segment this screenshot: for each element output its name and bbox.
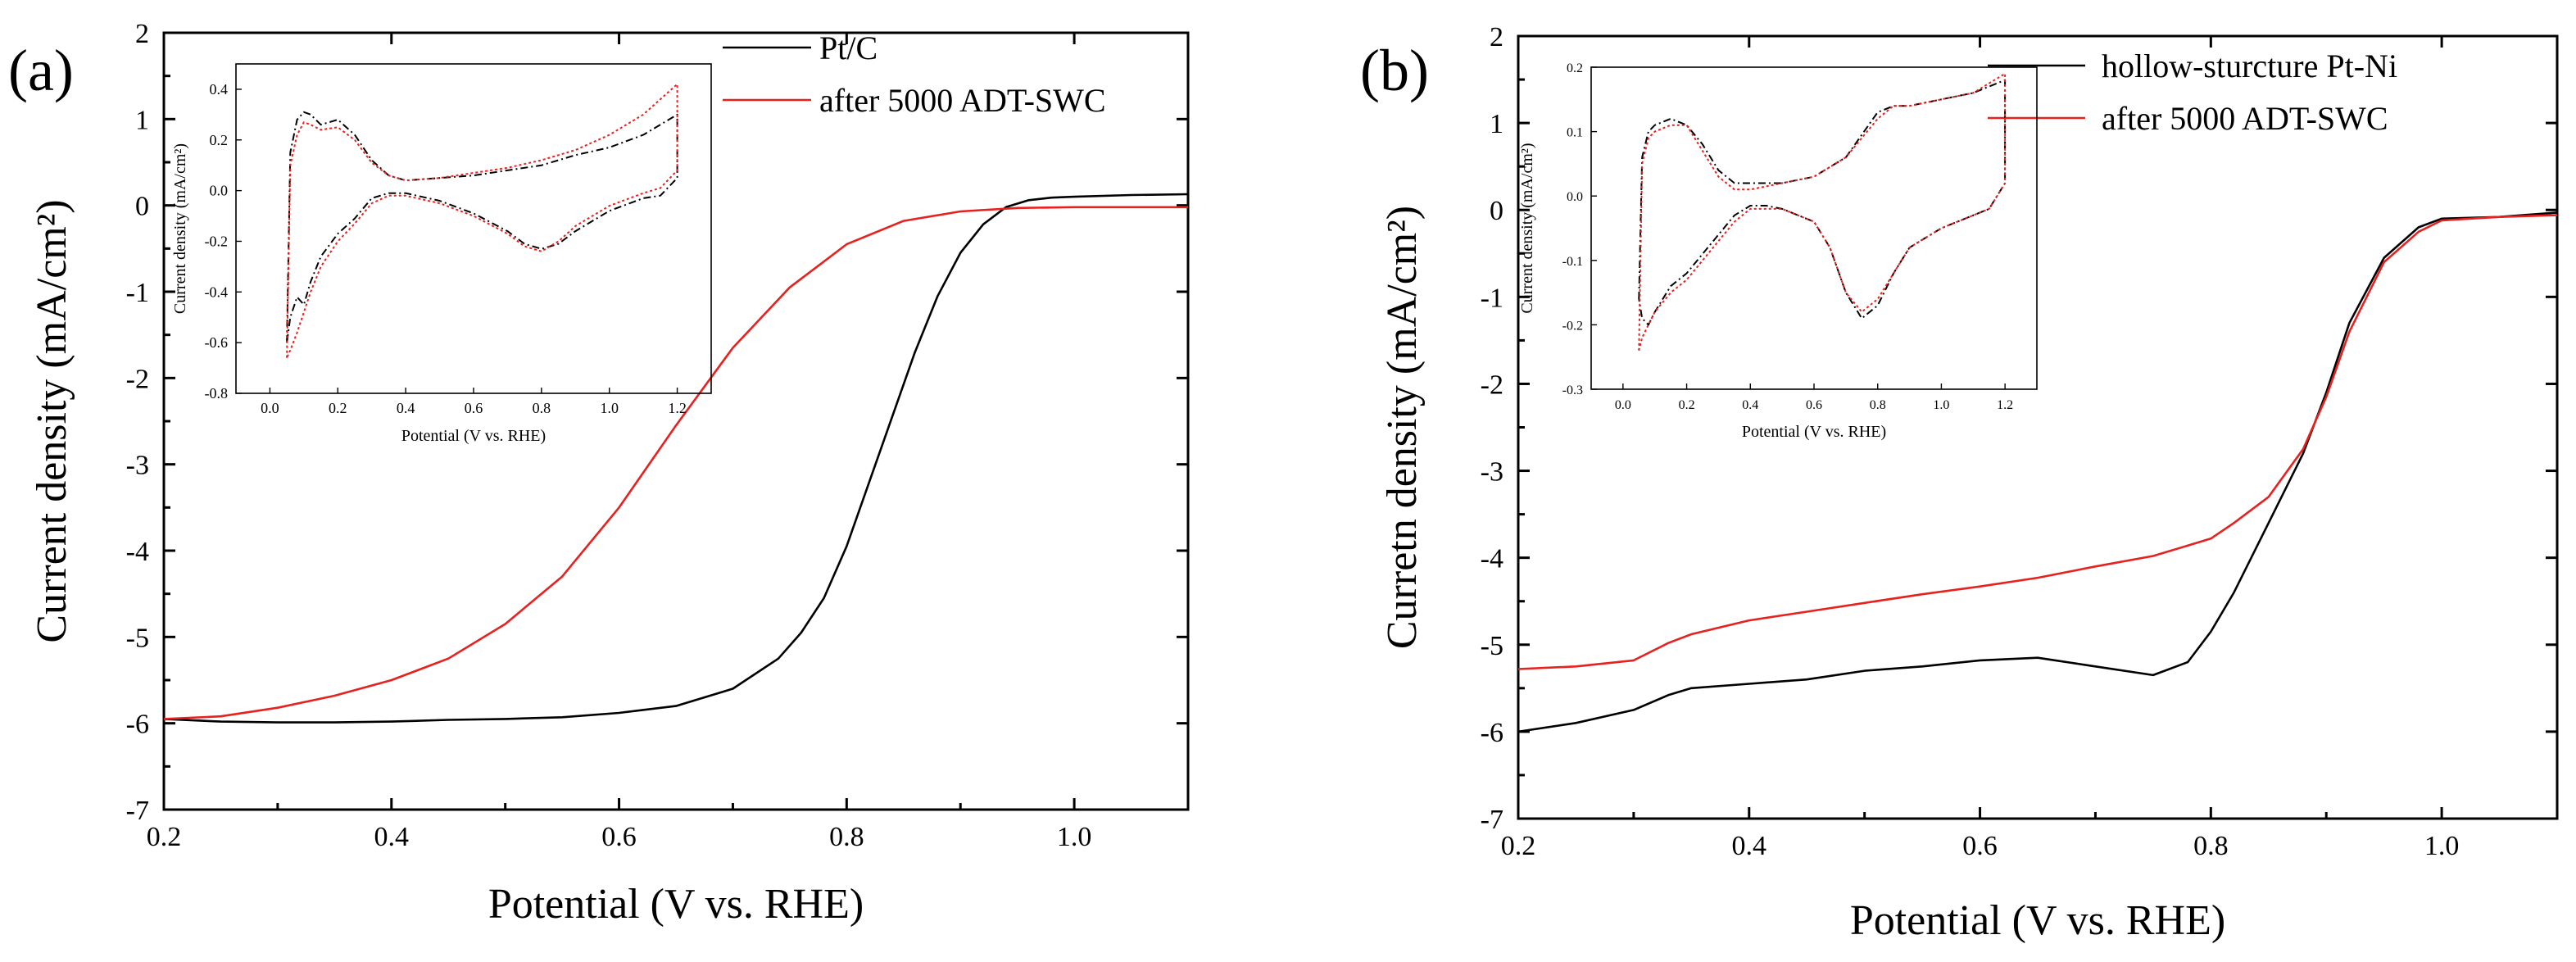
y-tick-label: 1 bbox=[135, 105, 149, 135]
inset-y-tick-label: -0.4 bbox=[205, 284, 229, 300]
x-tick-label: 0.2 bbox=[147, 822, 182, 852]
inset-y-tick-label: -0.6 bbox=[205, 334, 229, 351]
legend: Pt/C after 5000 ADT-SWC bbox=[723, 29, 1106, 119]
inset-y-tick-label: -0.1 bbox=[1562, 255, 1583, 269]
x-tick-label: 0.6 bbox=[601, 822, 637, 852]
inset-x-tick-label: 1.0 bbox=[1933, 398, 1949, 412]
y-tick-label: -7 bbox=[126, 796, 149, 826]
inset-y-axis-label: Current density (mA/cm²) bbox=[1518, 143, 1536, 313]
plot-frame bbox=[1517, 34, 2559, 820]
inset-x-tick-label: 0.6 bbox=[1806, 398, 1822, 412]
y-tick-label: -1 bbox=[126, 278, 149, 308]
panel-label: (b) bbox=[1360, 38, 1429, 103]
legend: hollow-sturcture Pt-Ni after 5000 ADT-SWC bbox=[1988, 48, 2397, 137]
y-axis-label: Current density (mA/cm²) bbox=[29, 199, 75, 642]
x-axis-label: Potential (V vs. RHE) bbox=[1850, 897, 2225, 944]
legend-label: after 5000 ADT-SWC bbox=[819, 82, 1106, 119]
series-line-black bbox=[163, 193, 1189, 724]
inset-y-tick-label: 0.0 bbox=[210, 183, 229, 199]
inset-y-axis-label: Current density (mA/cm²) bbox=[171, 143, 189, 314]
inset-x-tick-label: 0.2 bbox=[1679, 398, 1695, 412]
x-tick-label: 0.2 bbox=[1501, 831, 1536, 861]
legend-label: Pt/C bbox=[819, 29, 878, 66]
y-tick-label: 1 bbox=[1490, 109, 1503, 139]
series-line-red bbox=[163, 206, 1188, 720]
inset-x-tick-label: 0.0 bbox=[1615, 398, 1631, 412]
inset-x-tick-label: 0.4 bbox=[1742, 398, 1758, 412]
inset-chart: 0.0 0.2 0.4 0.6 0.8 1.0 1.2 -0.8 -0.6 -0.4 -0.2 0.0… bbox=[171, 63, 712, 445]
series-line-black bbox=[1517, 211, 2558, 733]
x-axis-label: Potential (V vs. RHE) bbox=[488, 881, 864, 928]
x-tick-label: 1.0 bbox=[2424, 831, 2460, 861]
y-tick-label: -4 bbox=[1481, 544, 1503, 574]
x-tick-label: 0.4 bbox=[374, 822, 410, 852]
inset-frame bbox=[1590, 66, 2038, 390]
y-tick-label: -6 bbox=[126, 710, 149, 740]
inset-y-tick-label: -0.3 bbox=[1562, 383, 1583, 397]
inset-x-tick-label: 0.6 bbox=[465, 400, 483, 416]
inset-y-tick-label: 0.2 bbox=[1567, 61, 1583, 75]
inset-x-tick-label: 0.4 bbox=[397, 400, 415, 416]
inset-y-tick-label: 0.4 bbox=[210, 81, 229, 98]
y-tick-label: 2 bbox=[1490, 22, 1503, 52]
inset-x-axis-label: Potential (V vs. RHE) bbox=[1742, 423, 1886, 441]
x-tick-label: 0.8 bbox=[829, 822, 864, 852]
x-tick-label: 0.4 bbox=[1732, 831, 1767, 861]
inset-x-tick-label: 0.8 bbox=[1870, 398, 1886, 412]
inset-y-tick-label: -0.8 bbox=[205, 385, 229, 402]
y-tick-label: -5 bbox=[1481, 631, 1503, 661]
series-line-red bbox=[1517, 214, 2558, 670]
y-tick-label: 0 bbox=[1490, 196, 1503, 226]
inset-y-tick-label: -0.2 bbox=[1562, 319, 1583, 333]
inset-series-line-black bbox=[1638, 79, 2007, 326]
inset-y-tick-label: 0.1 bbox=[1567, 126, 1583, 140]
inset-y-tick-label: -0.2 bbox=[205, 233, 229, 249]
inset-y-tick-label: 0.2 bbox=[210, 132, 229, 148]
inset-chart: 0.0 0.2 0.4 0.6 0.8 1.0 1.2 -0.3 -0.2 -0.1 0.0 0.1 0… bbox=[1518, 61, 2038, 441]
y-tick-label: -2 bbox=[126, 364, 149, 394]
y-tick-label: -3 bbox=[1481, 457, 1503, 488]
x-tick-label: 0.6 bbox=[1962, 831, 1998, 861]
y-tick-label: -3 bbox=[126, 451, 149, 481]
y-tick-label: -5 bbox=[126, 623, 149, 653]
y-tick-label: -7 bbox=[1481, 805, 1503, 835]
y-axis-label: Curretn density (mA/cm²) bbox=[1379, 206, 1426, 649]
inset-x-axis-label: Potential (V vs. RHE) bbox=[401, 427, 546, 445]
inset-x-tick-label: 1.0 bbox=[600, 400, 619, 416]
legend-label: hollow-sturcture Pt-Ni bbox=[2102, 48, 2397, 84]
inset-x-tick-label: 0.2 bbox=[329, 400, 347, 416]
inset-series-line-black bbox=[286, 111, 678, 343]
inset-series-line-red bbox=[286, 83, 678, 359]
y-tick-label: -6 bbox=[1481, 718, 1503, 748]
y-tick-label: -4 bbox=[126, 537, 149, 567]
inset-y-tick-label: 0.0 bbox=[1567, 190, 1583, 204]
y-tick-label: -1 bbox=[1481, 283, 1503, 313]
y-tick-label: -2 bbox=[1481, 370, 1503, 400]
inset-x-tick-label: 0.0 bbox=[261, 400, 279, 416]
panel-b: 0.2 0.4 0.6 0.8 1.0 -7 -6 -5 -4 -3 -2 -1 0 1 2 Potentia… bbox=[1360, 22, 2559, 944]
y-tick-label: 2 bbox=[135, 19, 149, 49]
legend-label: after 5000 ADT-SWC bbox=[2102, 100, 2388, 137]
plot-frame bbox=[162, 31, 1190, 811]
x-tick-label: 1.0 bbox=[1057, 822, 1092, 852]
inset-x-tick-label: 1.2 bbox=[668, 400, 687, 416]
y-tick-label: 0 bbox=[135, 192, 149, 222]
inset-x-tick-label: 0.8 bbox=[533, 400, 551, 416]
inset-series-line-red bbox=[1638, 72, 2007, 352]
inset-x-tick-label: 1.2 bbox=[1997, 398, 2013, 412]
x-tick-label: 0.8 bbox=[2193, 831, 2229, 861]
panel-label: (a) bbox=[8, 38, 74, 103]
panel-a: 0.2 0.4 0.6 0.8 1.0 -7 -6 -5 -4 -3 -2 -1 0 1 2 Potentia… bbox=[8, 19, 1190, 928]
